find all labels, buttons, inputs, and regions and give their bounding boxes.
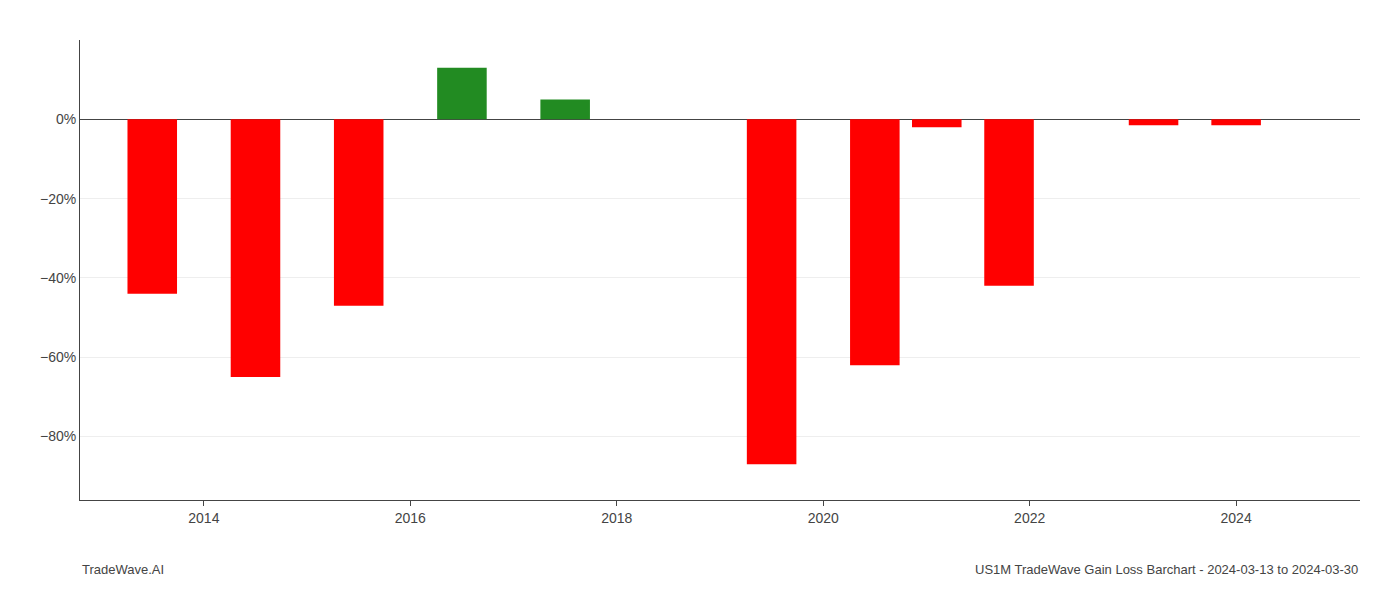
- svg-text:2024: 2024: [1221, 510, 1252, 526]
- svg-text:2018: 2018: [601, 510, 632, 526]
- svg-text:2016: 2016: [395, 510, 426, 526]
- svg-text:2022: 2022: [1014, 510, 1045, 526]
- svg-text:TradeWave.AI: TradeWave.AI: [82, 562, 164, 577]
- svg-text:2014: 2014: [188, 510, 219, 526]
- svg-text:−20%: −20%: [40, 191, 76, 207]
- svg-text:US1M TradeWave Gain Loss Barch: US1M TradeWave Gain Loss Barchart - 2024…: [975, 562, 1358, 577]
- svg-text:−60%: −60%: [40, 349, 76, 365]
- svg-text:−40%: −40%: [40, 270, 76, 286]
- svg-text:−80%: −80%: [40, 428, 76, 444]
- svg-text:2020: 2020: [808, 510, 839, 526]
- svg-text:0%: 0%: [56, 111, 76, 127]
